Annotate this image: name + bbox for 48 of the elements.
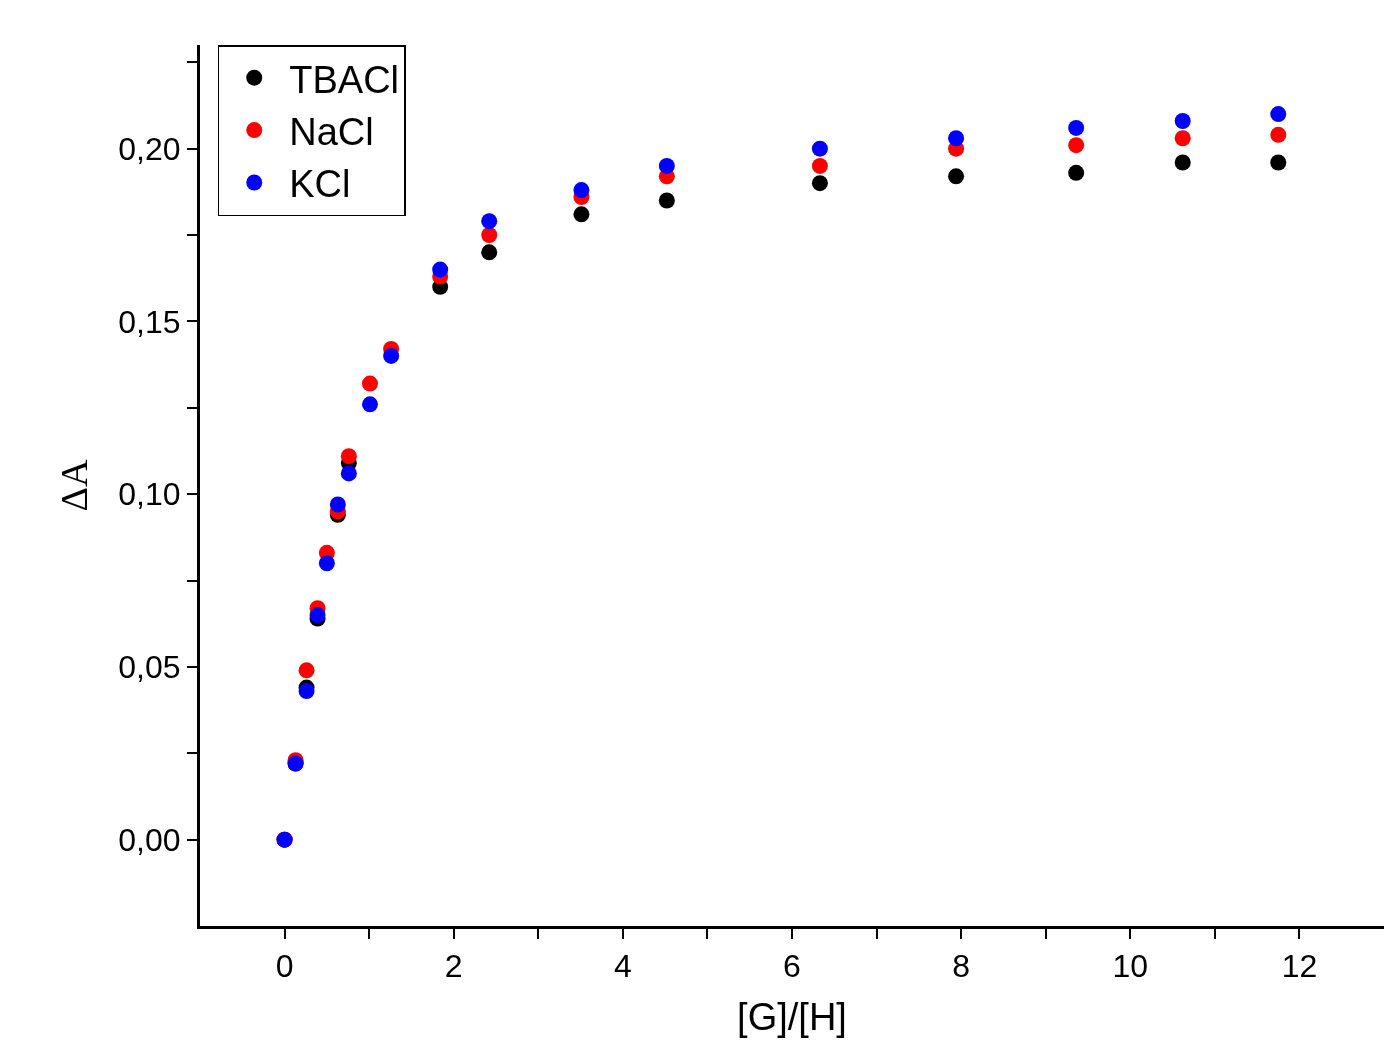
x-tick-label: 2: [444, 948, 463, 985]
point: [340, 465, 357, 482]
point: [1174, 113, 1191, 129]
point: [658, 192, 675, 209]
point: [811, 175, 828, 192]
x-tick-label: 8: [952, 948, 971, 985]
point: [948, 130, 965, 147]
x-tick-label: 4: [613, 948, 632, 985]
point: [1068, 137, 1085, 154]
y-tick-label: 0,00: [118, 821, 181, 858]
x-tick-label: 12: [1281, 948, 1318, 985]
point: [362, 375, 378, 392]
point: [1068, 164, 1085, 181]
point: [948, 168, 965, 185]
point: [811, 157, 828, 174]
point: [811, 140, 828, 157]
point: [329, 496, 346, 513]
point: [658, 157, 675, 174]
point: [481, 227, 498, 244]
legend-label: NaCl: [289, 110, 374, 153]
point: [298, 662, 315, 679]
point: [318, 555, 335, 572]
point: [383, 347, 400, 364]
point: [1270, 154, 1287, 171]
point: [1270, 106, 1287, 123]
point: [362, 396, 378, 413]
legend-label: KCl: [289, 163, 351, 206]
y-tick-label: 0,10: [118, 476, 181, 513]
point: [1068, 119, 1085, 136]
point: [573, 182, 590, 199]
point: [1174, 154, 1191, 171]
point: [298, 683, 315, 700]
point: [340, 448, 357, 465]
point: [1270, 126, 1287, 143]
point: [1174, 130, 1191, 147]
y-tick-label: 0,05: [118, 649, 181, 686]
point: [432, 261, 449, 278]
point: [481, 213, 498, 230]
point: [481, 244, 498, 261]
point: [573, 206, 590, 223]
y-tick-label: 0,20: [118, 130, 181, 167]
x-tick-label: 10: [1112, 948, 1149, 985]
y-tick-label: 0,15: [118, 303, 181, 340]
x-axis-title: [G]/[H]: [737, 995, 847, 1038]
x-tick-label: 6: [783, 948, 801, 985]
y-axis-title: ΔA: [52, 459, 95, 512]
legend-label: TBACl: [289, 58, 400, 101]
x-tick-label: 0: [275, 948, 294, 985]
